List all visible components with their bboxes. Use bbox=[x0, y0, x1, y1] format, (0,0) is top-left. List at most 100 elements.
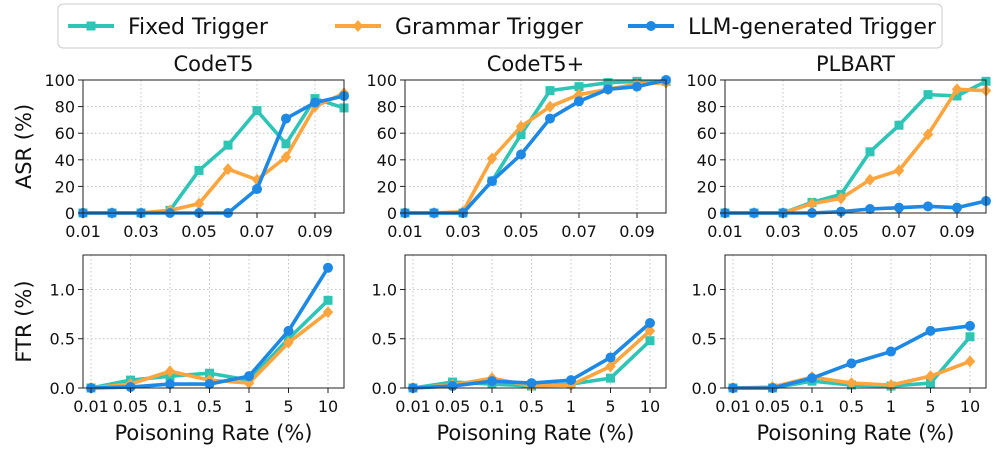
x-tick-label: 0.07 bbox=[561, 222, 597, 241]
subplot-title: CodeT5 bbox=[174, 52, 254, 76]
data-point bbox=[806, 197, 818, 210]
series-line bbox=[725, 87, 987, 215]
legend-entry: LLM-generated Trigger bbox=[628, 15, 937, 40]
y-tick-label: 20 bbox=[377, 177, 397, 196]
x-tick-label: 0.03 bbox=[445, 222, 481, 241]
data-point bbox=[965, 320, 975, 331]
data-point bbox=[964, 355, 976, 368]
x-tick-label: 0.07 bbox=[881, 222, 917, 241]
x-tick-label: 0.05 bbox=[503, 222, 539, 241]
y-axis-label: ASR (%) bbox=[12, 104, 36, 189]
y-tick-label: 40 bbox=[55, 151, 75, 170]
data-point bbox=[544, 100, 556, 113]
data-point bbox=[865, 147, 875, 157]
data-point bbox=[323, 295, 333, 305]
series-grammar-trigger bbox=[719, 83, 992, 219]
x-tick-label: 0.1 bbox=[157, 397, 182, 416]
data-point bbox=[205, 368, 214, 378]
legend-marker bbox=[352, 20, 364, 32]
data-point bbox=[645, 336, 655, 346]
subplot: 0 20 40 60 80 100 0.01 0.03 0.05 0.07 0.09 CodeT5+ bbox=[366, 52, 672, 241]
y-tick-label: 1.0 bbox=[50, 280, 75, 299]
legend-label: Grammar Trigger bbox=[395, 15, 584, 40]
subplot: 0.0 0.5 1.0 0.01 0.05 0.1 0.5 1 5 10 Poisoning Rat… bbox=[692, 254, 987, 445]
data-point bbox=[243, 377, 255, 390]
x-tick-label: 0.1 bbox=[799, 397, 824, 416]
data-point bbox=[281, 139, 291, 149]
legend-entry: Grammar Trigger bbox=[335, 15, 584, 40]
x-tick-label: 1 bbox=[886, 397, 896, 416]
x-tick-label: 0.01 bbox=[395, 397, 431, 416]
legend-label: Fixed Trigger bbox=[128, 15, 269, 40]
y-tick-label: 0 bbox=[707, 204, 717, 223]
data-point bbox=[447, 381, 458, 392]
data-point bbox=[310, 97, 320, 108]
x-tick-label: 1 bbox=[244, 397, 254, 416]
data-point bbox=[516, 149, 526, 160]
data-point bbox=[807, 373, 817, 384]
y-tick-label: 40 bbox=[697, 151, 717, 170]
series-line bbox=[725, 199, 987, 215]
data-point bbox=[952, 91, 962, 101]
data-point bbox=[487, 176, 497, 187]
x-tick-label: 0.09 bbox=[939, 222, 975, 241]
y-tick-label: 100 bbox=[44, 71, 75, 90]
data-point bbox=[922, 128, 934, 141]
subplot: 0.0 0.5 1.0 0.01 0.05 0.1 0.5 1 5 10 FTR (%) Poison… bbox=[12, 254, 345, 445]
data-point bbox=[925, 370, 936, 383]
data-point bbox=[923, 90, 933, 100]
y-tick-label: 100 bbox=[366, 71, 397, 90]
x-tick-label: 0.05 bbox=[113, 397, 149, 416]
y-tick-label: 60 bbox=[377, 124, 397, 143]
subplot: 0 20 40 60 80 100 0.01 0.03 0.05 0.07 0.09 PLBART bbox=[686, 52, 992, 241]
data-point bbox=[951, 83, 963, 96]
subplot: 0.0 0.5 1.0 0.01 0.05 0.1 0.5 1 5 10 Poisoning Rat… bbox=[372, 254, 667, 445]
series-fixed-trigger bbox=[78, 94, 349, 218]
data-point bbox=[545, 86, 555, 96]
data-point bbox=[281, 113, 291, 124]
y-tick-label: 1.0 bbox=[372, 280, 397, 299]
axes-frame bbox=[404, 254, 667, 389]
x-tick-label: 0.01 bbox=[707, 222, 743, 241]
data-point bbox=[603, 84, 613, 95]
axes-frame bbox=[82, 254, 345, 389]
data-point bbox=[864, 173, 876, 186]
x-tick-label: 0.01 bbox=[715, 397, 751, 416]
series-llm-generated-trigger bbox=[408, 317, 655, 393]
data-point bbox=[545, 113, 555, 124]
x-tick-label: 0.05 bbox=[181, 222, 217, 241]
y-tick-label: 80 bbox=[697, 98, 717, 117]
axes-frame bbox=[404, 79, 667, 214]
series-fixed-trigger bbox=[400, 76, 671, 218]
series-line bbox=[725, 79, 987, 215]
data-point bbox=[926, 378, 935, 388]
y-tick-label: 0 bbox=[65, 204, 75, 223]
data-point bbox=[846, 358, 857, 369]
series-llm-generated-trigger bbox=[400, 75, 671, 218]
x-tick-label: 5 bbox=[605, 397, 615, 416]
x-tick-label: 0.05 bbox=[435, 397, 471, 416]
data-point bbox=[952, 202, 962, 213]
data-point bbox=[632, 81, 642, 92]
data-point bbox=[605, 360, 616, 373]
axes-frame bbox=[82, 79, 345, 214]
data-point bbox=[244, 371, 254, 382]
data-point bbox=[515, 120, 527, 133]
x-tick-label: 5 bbox=[283, 397, 293, 416]
data-point bbox=[283, 336, 294, 349]
y-tick-label: 0.5 bbox=[50, 330, 75, 349]
x-tick-label: 0.5 bbox=[197, 397, 222, 416]
x-tick-label: 0.5 bbox=[519, 397, 544, 416]
data-point bbox=[566, 375, 576, 386]
series-line bbox=[83, 96, 345, 215]
data-point bbox=[603, 78, 613, 88]
data-point bbox=[193, 197, 205, 210]
x-tick-label: 10 bbox=[640, 397, 660, 416]
data-point bbox=[322, 306, 334, 319]
subplot: 0 20 40 60 80 100 0.01 0.03 0.05 0.07 0.09 CodeT5 AS… bbox=[12, 52, 350, 241]
x-axis-label: Poisoning Rate (%) bbox=[114, 421, 312, 445]
data-point bbox=[574, 82, 584, 92]
data-point bbox=[886, 346, 896, 357]
y-tick-label: 80 bbox=[55, 98, 75, 117]
